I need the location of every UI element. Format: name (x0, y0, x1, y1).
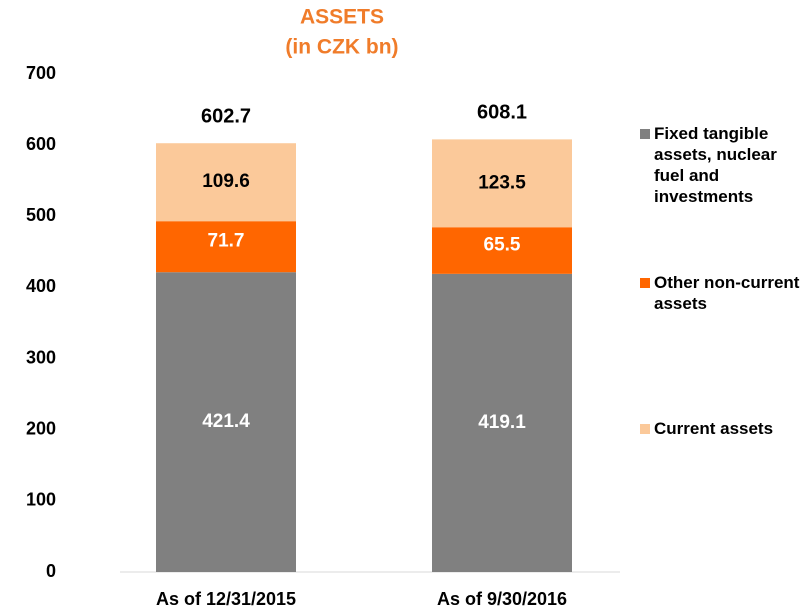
bar-segment (432, 273, 572, 572)
chart-title: ASSETS (300, 6, 384, 29)
legend-label: Current assets (654, 419, 774, 438)
legend-swatch (640, 424, 650, 434)
bar-segment (156, 272, 296, 572)
y-tick-label: 0 (46, 561, 56, 581)
legend-item: Fixed tangible assets, nuclear fuel and … (640, 123, 790, 207)
bar-segment (432, 139, 572, 228)
value-label: 421.4 (202, 411, 250, 432)
legend-item: Other non-current assets (640, 272, 805, 314)
y-tick-label: 200 (26, 418, 56, 438)
bar-segment (156, 221, 296, 273)
legend-label: Fixed tangible assets, nuclear fuel and … (654, 124, 777, 206)
legend-swatch (640, 278, 650, 288)
legend-swatch (640, 129, 650, 139)
legend-item: Current assets (640, 418, 805, 439)
y-tick-label: 400 (26, 276, 56, 296)
legend-label: Other non-current assets (654, 273, 800, 313)
total-label: 608.1 (477, 102, 527, 124)
y-tick-label: 600 (26, 134, 56, 154)
x-tick-label: As of 9/30/2016 (437, 589, 567, 609)
bar-segment (156, 143, 296, 222)
total-label: 602.7 (201, 106, 251, 128)
y-tick-label: 700 (26, 63, 56, 83)
value-label: 65.5 (484, 235, 521, 256)
x-tick-label: As of 12/31/2015 (156, 589, 296, 609)
bar-segment (432, 227, 572, 274)
y-tick-label: 100 (26, 490, 56, 510)
y-tick-label: 500 (26, 205, 56, 225)
y-tick-label: 300 (26, 347, 56, 367)
value-label: 109.6 (202, 171, 250, 192)
value-label: 419.1 (478, 412, 526, 433)
chart-subtitle: (in CZK bn) (285, 36, 398, 59)
value-label: 123.5 (478, 172, 526, 193)
value-label: 71.7 (208, 231, 245, 252)
